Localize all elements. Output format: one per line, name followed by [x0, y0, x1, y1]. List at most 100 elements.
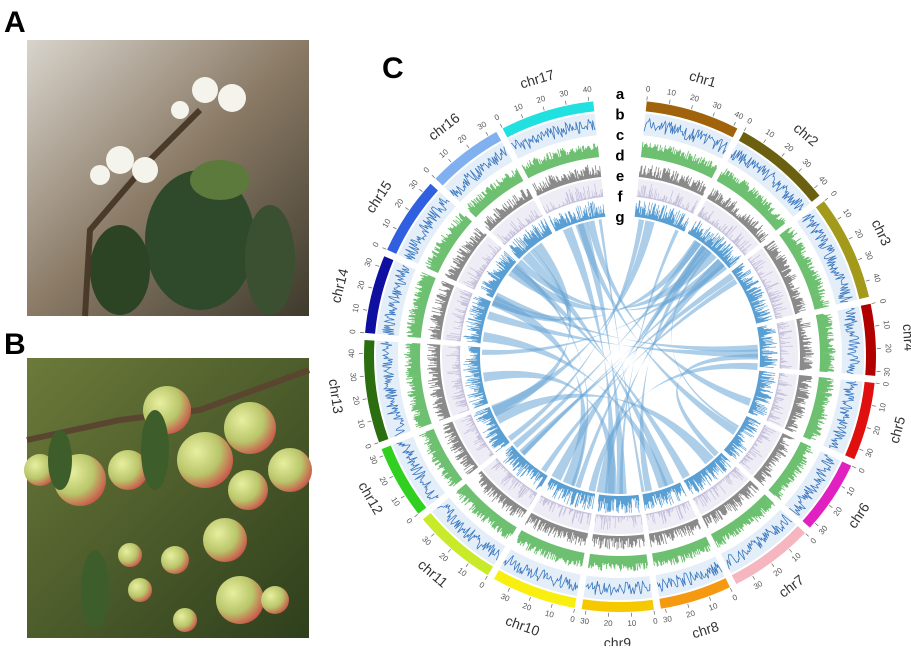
chromosome-label: chr14 — [327, 267, 351, 305]
tick-mark — [529, 597, 530, 601]
tick-label: 10 — [845, 485, 858, 498]
tick-label: 10 — [841, 207, 854, 220]
chromosome-label: chr10 — [503, 612, 542, 639]
tick-label: 30 — [817, 523, 830, 536]
tick-mark — [669, 100, 670, 104]
chromosome-label: chr2 — [791, 120, 822, 150]
tick-label: 0 — [371, 240, 381, 248]
chromosome-label: chr9 — [604, 635, 632, 646]
track-histogram — [598, 494, 640, 513]
tick-label: 10 — [456, 566, 469, 579]
tick-mark — [414, 514, 417, 516]
tick-label: 10 — [627, 619, 637, 628]
tick-mark — [860, 449, 864, 450]
chromosome-band — [582, 599, 654, 612]
tick-label: 30 — [800, 157, 813, 170]
tick-mark — [363, 399, 367, 400]
tick-mark — [393, 227, 396, 229]
tick-label: 20 — [685, 608, 696, 619]
tick-label: 10 — [790, 551, 803, 564]
track-label: d — [615, 147, 624, 164]
chromosome-label: chr5 — [886, 414, 909, 445]
tick-label: 20 — [871, 425, 882, 437]
chromosome-label: chr15 — [362, 178, 395, 216]
tick-label: 30 — [752, 579, 765, 592]
tick-mark — [753, 576, 755, 579]
track-green — [652, 537, 711, 567]
track-label: e — [616, 168, 624, 185]
track-gray — [592, 534, 645, 550]
panel-label: A — [4, 6, 26, 39]
tick-label: 0 — [653, 616, 659, 626]
track-label: a — [616, 86, 625, 103]
tick-label: 30 — [864, 447, 876, 459]
photo-flower — [27, 40, 309, 316]
tick-label: 30 — [863, 250, 875, 262]
tick-mark — [449, 159, 452, 162]
tick-label: 20 — [437, 551, 450, 564]
tick-mark — [486, 132, 488, 135]
tick-label: 0 — [731, 592, 739, 602]
chromosome-label: chr4 — [900, 323, 911, 351]
tick-mark — [782, 153, 785, 156]
tick-label: 30 — [662, 614, 673, 625]
tick-mark — [852, 466, 856, 468]
track-label: b — [615, 106, 624, 123]
tick-mark — [730, 588, 732, 592]
tick-mark — [842, 486, 845, 488]
tick-label: 20 — [689, 93, 701, 104]
tick-label: 40 — [582, 85, 592, 95]
panel-label: C — [382, 52, 404, 85]
tick-mark — [419, 189, 422, 192]
tick-label: 0 — [881, 381, 890, 387]
tick-label: 20 — [783, 141, 796, 154]
tick-mark — [691, 105, 692, 109]
tick-mark — [574, 609, 575, 613]
chromosome-label: chr3 — [869, 217, 895, 249]
tick-mark — [367, 421, 371, 422]
tick-mark — [379, 456, 383, 458]
tick-mark — [389, 476, 393, 478]
tick-label: 20 — [521, 601, 533, 613]
tick-label: 30 — [363, 256, 375, 268]
photo-apples — [24, 358, 312, 638]
panel-label: B — [4, 328, 26, 361]
tick-label: 30 — [420, 535, 433, 548]
tick-label: 20 — [832, 505, 845, 518]
tick-mark — [867, 428, 871, 429]
tick-label: 20 — [356, 279, 367, 290]
tick-label: 0 — [857, 466, 867, 474]
tick-mark — [543, 107, 544, 111]
chromosome-label: chr6 — [844, 499, 873, 531]
tick-label: 10 — [666, 87, 677, 98]
tick-label: 30 — [368, 454, 380, 466]
tick-label: 0 — [809, 536, 819, 546]
tick-label: 30 — [882, 367, 892, 377]
tick-mark — [872, 406, 876, 407]
tick-label: 10 — [351, 302, 362, 313]
tick-mark — [375, 265, 379, 266]
tick-label: 10 — [437, 147, 450, 160]
tick-label: 20 — [853, 228, 865, 241]
tick-label: 30 — [348, 372, 358, 382]
tick-mark — [500, 124, 502, 128]
tick-label: 0 — [363, 443, 373, 451]
tick-mark — [806, 534, 809, 537]
tick-label: 0 — [746, 116, 755, 126]
tick-label: 30 — [580, 616, 591, 626]
track-label: g — [615, 209, 624, 226]
tick-mark — [866, 280, 870, 281]
tick-label: 0 — [493, 112, 502, 122]
tick-label: 30 — [711, 100, 723, 112]
tick-label: 10 — [381, 217, 393, 230]
tick-mark — [508, 588, 510, 592]
tick-label: 20 — [393, 197, 406, 210]
chromosome-label: chr1 — [688, 67, 719, 90]
tick-mark — [858, 258, 862, 259]
tick-mark — [666, 609, 667, 613]
tick-label: 40 — [817, 174, 830, 187]
tick-mark — [466, 564, 468, 567]
tick-mark — [713, 113, 714, 117]
